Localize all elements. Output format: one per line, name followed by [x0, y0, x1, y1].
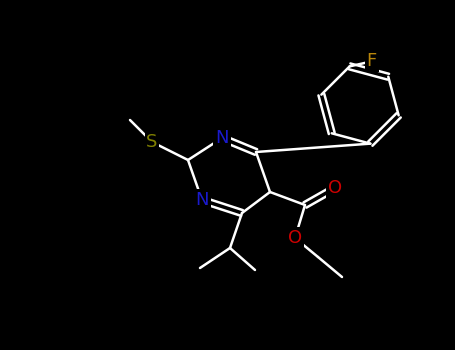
Text: N: N: [195, 191, 209, 209]
Text: O: O: [288, 229, 302, 247]
Text: F: F: [367, 52, 377, 70]
Text: N: N: [215, 129, 229, 147]
Text: S: S: [147, 133, 158, 151]
Text: O: O: [328, 179, 342, 197]
